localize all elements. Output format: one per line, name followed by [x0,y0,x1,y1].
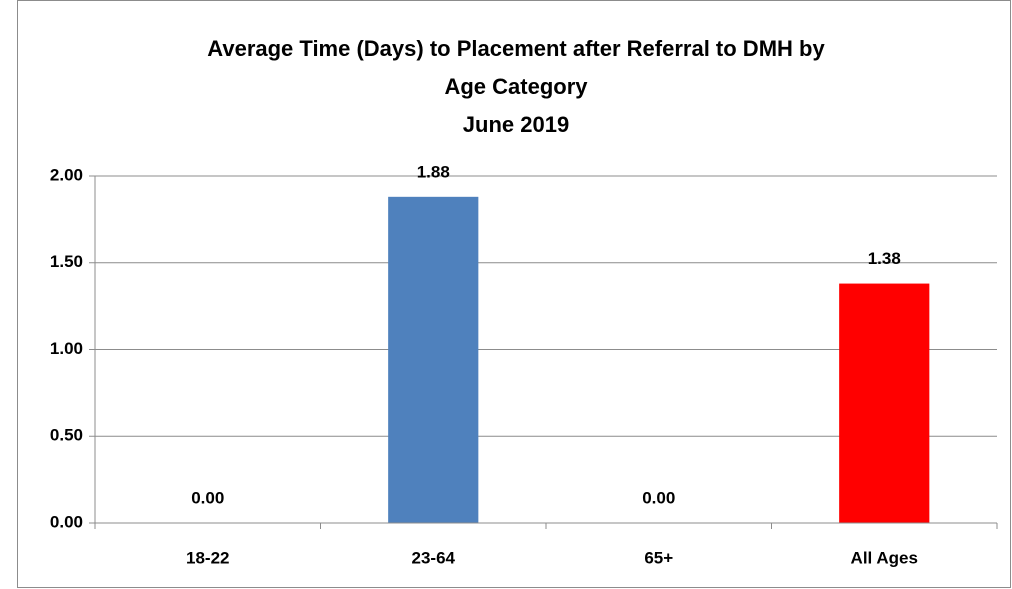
x-tick-label: 23-64 [412,548,456,567]
value-label: 1.38 [868,249,901,268]
value-label: 0.00 [642,488,675,507]
value-label: 0.00 [191,488,224,507]
value-label: 1.88 [417,162,450,181]
y-tick-label: 0.00 [50,512,83,531]
x-tick-label: 18-22 [186,548,229,567]
y-tick-label: 1.00 [50,339,83,358]
chart-title: Age Category [444,74,588,99]
chart-border [17,0,1011,588]
y-tick-label: 2.00 [50,165,83,184]
chart-title: Average Time (Days) to Placement after R… [207,36,825,61]
bar [839,283,930,523]
y-tick-label: 0.50 [50,426,83,445]
y-tick-label: 1.50 [50,252,83,271]
chart-subtitle: June 2019 [463,112,569,137]
x-tick-label: 65+ [644,548,673,567]
x-tick-label: All Ages [851,548,918,567]
bar [388,196,479,523]
